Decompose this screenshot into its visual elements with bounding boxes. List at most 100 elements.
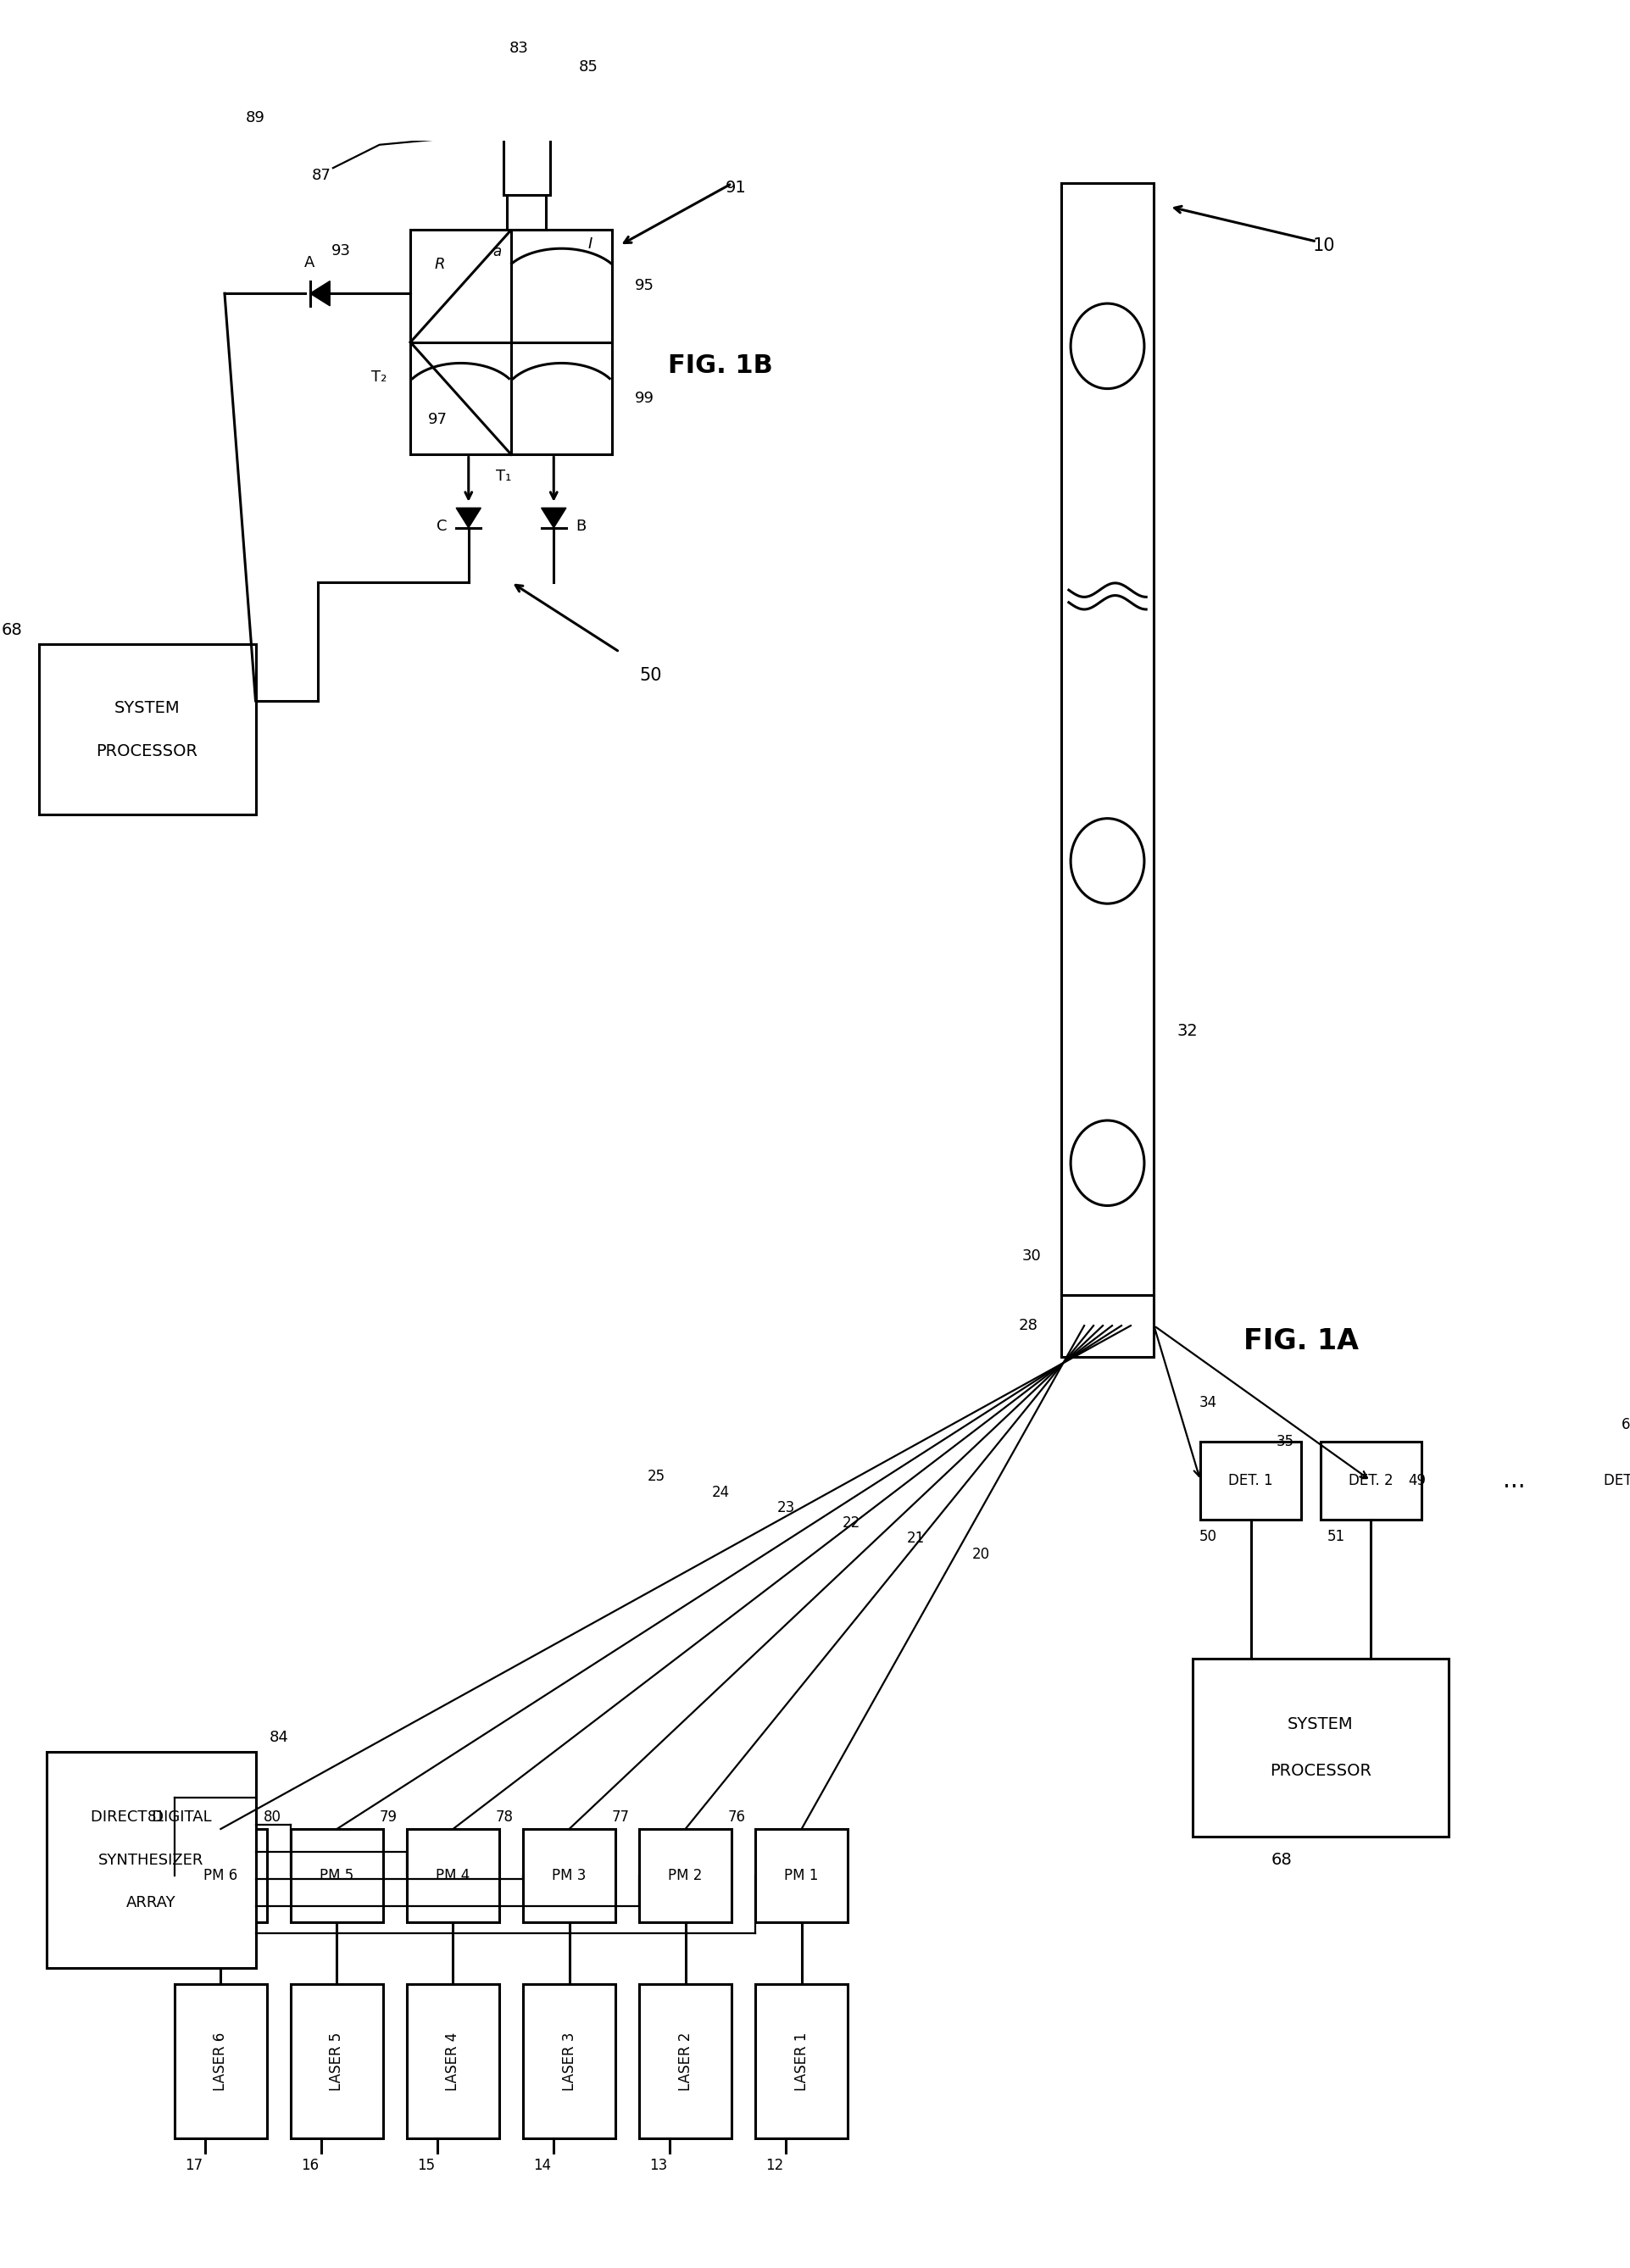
Text: 12: 12 <box>764 2159 782 2173</box>
Text: 30: 30 <box>1022 1247 1042 1263</box>
Bar <box>639 1984 732 2139</box>
Text: B: B <box>575 519 585 535</box>
Bar <box>639 1828 732 1921</box>
Text: 65: 65 <box>1620 1418 1630 1433</box>
Bar <box>290 1828 383 1921</box>
Text: 10: 10 <box>1312 236 1335 254</box>
Text: a: a <box>492 245 502 259</box>
Text: 34: 34 <box>1198 1395 1216 1411</box>
Text: LASER 6: LASER 6 <box>214 2032 228 2091</box>
Text: 32: 32 <box>1177 1023 1198 1039</box>
Bar <box>1579 1442 1630 1520</box>
Text: S1: S1 <box>1094 1154 1120 1173</box>
Text: LASER 5: LASER 5 <box>329 2032 344 2091</box>
Text: 78: 78 <box>496 1810 513 1826</box>
Bar <box>1061 1295 1154 1356</box>
Text: 79: 79 <box>380 1810 398 1826</box>
Text: LASER 2: LASER 2 <box>678 2032 693 2091</box>
Text: R: R <box>434 256 445 272</box>
Text: 76: 76 <box>727 1810 745 1826</box>
Bar <box>507 191 546 229</box>
Text: 97: 97 <box>427 413 447 426</box>
Text: A: A <box>305 254 315 270</box>
Text: PM 6: PM 6 <box>204 1869 238 1882</box>
Text: 22: 22 <box>841 1515 859 1531</box>
Bar <box>411 229 611 454</box>
Text: 50: 50 <box>639 667 662 683</box>
Text: 21: 21 <box>906 1531 924 1547</box>
Text: 80: 80 <box>262 1810 280 1826</box>
Text: 81: 81 <box>147 1810 165 1826</box>
Text: 50: 50 <box>1198 1529 1216 1545</box>
Polygon shape <box>541 508 566 528</box>
Polygon shape <box>456 508 481 528</box>
Text: 93: 93 <box>331 243 350 259</box>
Text: 17: 17 <box>184 2159 202 2173</box>
Text: SYSTEM: SYSTEM <box>114 699 179 717</box>
Bar <box>406 1984 499 2139</box>
Text: 20: 20 <box>971 1547 989 1563</box>
Bar <box>46 1751 256 1969</box>
Text: FIG. 1A: FIG. 1A <box>1242 1327 1358 1354</box>
Text: DET. 16: DET. 16 <box>1602 1472 1630 1488</box>
Bar <box>755 1984 848 2139</box>
Text: 68: 68 <box>2 621 23 637</box>
Text: 15: 15 <box>417 2159 435 2173</box>
Text: 87: 87 <box>311 168 331 184</box>
Text: 35: 35 <box>1276 1433 1294 1449</box>
Text: 85: 85 <box>579 59 598 75</box>
Bar <box>523 1828 616 1921</box>
Text: ...: ... <box>1501 1470 1524 1492</box>
Text: ARRAY: ARRAY <box>126 1894 176 1910</box>
Text: S2: S2 <box>1094 853 1120 869</box>
Text: T₂: T₂ <box>372 370 386 386</box>
Bar <box>39 644 256 814</box>
Bar <box>406 1828 499 1921</box>
Text: PM 5: PM 5 <box>319 1869 354 1882</box>
Text: 68: 68 <box>1270 1853 1291 1869</box>
Bar <box>523 1984 616 2139</box>
Ellipse shape <box>1071 1120 1144 1207</box>
Polygon shape <box>310 281 329 306</box>
Text: 23: 23 <box>776 1499 795 1515</box>
Text: DET. 1: DET. 1 <box>1227 1472 1273 1488</box>
Text: 13: 13 <box>649 2159 667 2173</box>
Text: 28: 28 <box>1017 1318 1037 1334</box>
Text: 51: 51 <box>1327 1529 1345 1545</box>
Text: LASER 4: LASER 4 <box>445 2032 460 2091</box>
Text: 99: 99 <box>634 390 654 406</box>
Bar <box>1320 1442 1420 1520</box>
Bar <box>1061 184 1154 1295</box>
Text: C: C <box>435 519 447 535</box>
Text: S96: S96 <box>1087 338 1126 354</box>
Text: SYNTHESIZER: SYNTHESIZER <box>98 1853 204 1867</box>
Text: 49: 49 <box>1408 1472 1425 1488</box>
Text: PM 2: PM 2 <box>668 1869 703 1882</box>
Text: LASER 3: LASER 3 <box>561 2032 577 2091</box>
Bar <box>1200 1442 1301 1520</box>
Bar <box>174 1984 267 2139</box>
Text: 89: 89 <box>246 111 266 125</box>
Bar <box>510 68 541 138</box>
Text: 84: 84 <box>269 1730 289 1746</box>
Text: SYSTEM: SYSTEM <box>1286 1717 1353 1733</box>
Text: PROCESSOR: PROCESSOR <box>1268 1762 1371 1778</box>
Text: 16: 16 <box>300 2159 318 2173</box>
Ellipse shape <box>1071 304 1144 388</box>
Bar <box>755 1828 848 1921</box>
Bar <box>504 136 549 195</box>
Ellipse shape <box>1071 819 1144 903</box>
Text: PM 3: PM 3 <box>553 1869 587 1882</box>
Text: 77: 77 <box>611 1810 629 1826</box>
Text: 24: 24 <box>712 1486 730 1499</box>
Text: 83: 83 <box>509 41 528 57</box>
Text: DIRECT DIGITAL: DIRECT DIGITAL <box>91 1810 212 1826</box>
Text: LASER 1: LASER 1 <box>794 2032 808 2091</box>
Bar <box>1192 1658 1447 1837</box>
Text: 25: 25 <box>647 1470 665 1483</box>
Text: PROCESSOR: PROCESSOR <box>96 744 197 760</box>
Text: 91: 91 <box>725 179 747 195</box>
Bar <box>290 1984 383 2139</box>
Text: DET. 2: DET. 2 <box>1348 1472 1392 1488</box>
Text: PM 1: PM 1 <box>784 1869 818 1882</box>
